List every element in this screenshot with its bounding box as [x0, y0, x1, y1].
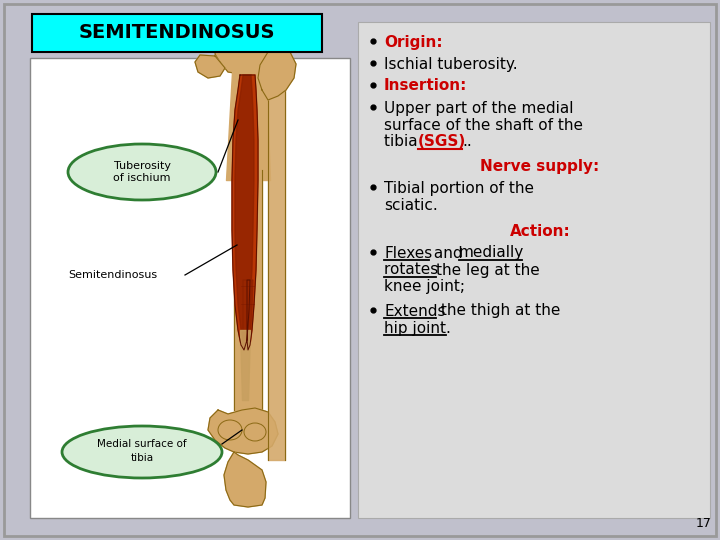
- Polygon shape: [232, 75, 258, 350]
- Text: hip joint.: hip joint.: [384, 321, 451, 335]
- Text: the leg at the: the leg at the: [436, 262, 540, 278]
- Text: medially: medially: [459, 246, 524, 260]
- FancyBboxPatch shape: [32, 14, 322, 52]
- Text: Semitendinosus: Semitendinosus: [68, 270, 157, 280]
- Text: Origin:: Origin:: [384, 35, 443, 50]
- FancyBboxPatch shape: [30, 58, 350, 518]
- Polygon shape: [258, 48, 296, 100]
- Text: sciatic.: sciatic.: [384, 198, 438, 213]
- Text: 17: 17: [696, 517, 712, 530]
- Text: and: and: [429, 246, 467, 260]
- Text: Upper part of the medial: Upper part of the medial: [384, 100, 574, 116]
- Text: Flexes: Flexes: [384, 246, 432, 260]
- Polygon shape: [208, 408, 278, 454]
- Text: SEMITENDINOSUS: SEMITENDINOSUS: [78, 24, 275, 43]
- Text: Insertion:: Insertion:: [384, 78, 467, 93]
- Text: Tuberosity: Tuberosity: [114, 161, 171, 171]
- Text: (SGS): (SGS): [418, 134, 467, 150]
- Text: surface of the shaft of the: surface of the shaft of the: [384, 118, 583, 132]
- Text: Tibial portion of the: Tibial portion of the: [384, 180, 534, 195]
- Text: tibia: tibia: [130, 453, 153, 463]
- Ellipse shape: [244, 423, 266, 441]
- FancyBboxPatch shape: [4, 4, 716, 536]
- Text: Medial surface of: Medial surface of: [97, 439, 186, 449]
- Text: Action:: Action:: [510, 224, 570, 239]
- Text: Extends: Extends: [384, 303, 446, 319]
- Text: ..: ..: [462, 134, 472, 150]
- Text: Ischial tuberosity.: Ischial tuberosity.: [384, 57, 518, 71]
- Polygon shape: [195, 55, 225, 78]
- Text: tibia: tibia: [384, 134, 423, 150]
- Text: knee joint;: knee joint;: [384, 280, 465, 294]
- Text: the thigh at the: the thigh at the: [436, 303, 560, 319]
- Polygon shape: [224, 452, 266, 507]
- Text: of ischium: of ischium: [113, 173, 171, 183]
- Ellipse shape: [62, 426, 222, 478]
- FancyBboxPatch shape: [358, 22, 710, 518]
- Polygon shape: [235, 75, 254, 350]
- Polygon shape: [215, 38, 280, 74]
- Text: rotates: rotates: [384, 262, 443, 278]
- Ellipse shape: [218, 420, 242, 440]
- Text: Nerve supply:: Nerve supply:: [480, 159, 600, 173]
- Ellipse shape: [68, 144, 216, 200]
